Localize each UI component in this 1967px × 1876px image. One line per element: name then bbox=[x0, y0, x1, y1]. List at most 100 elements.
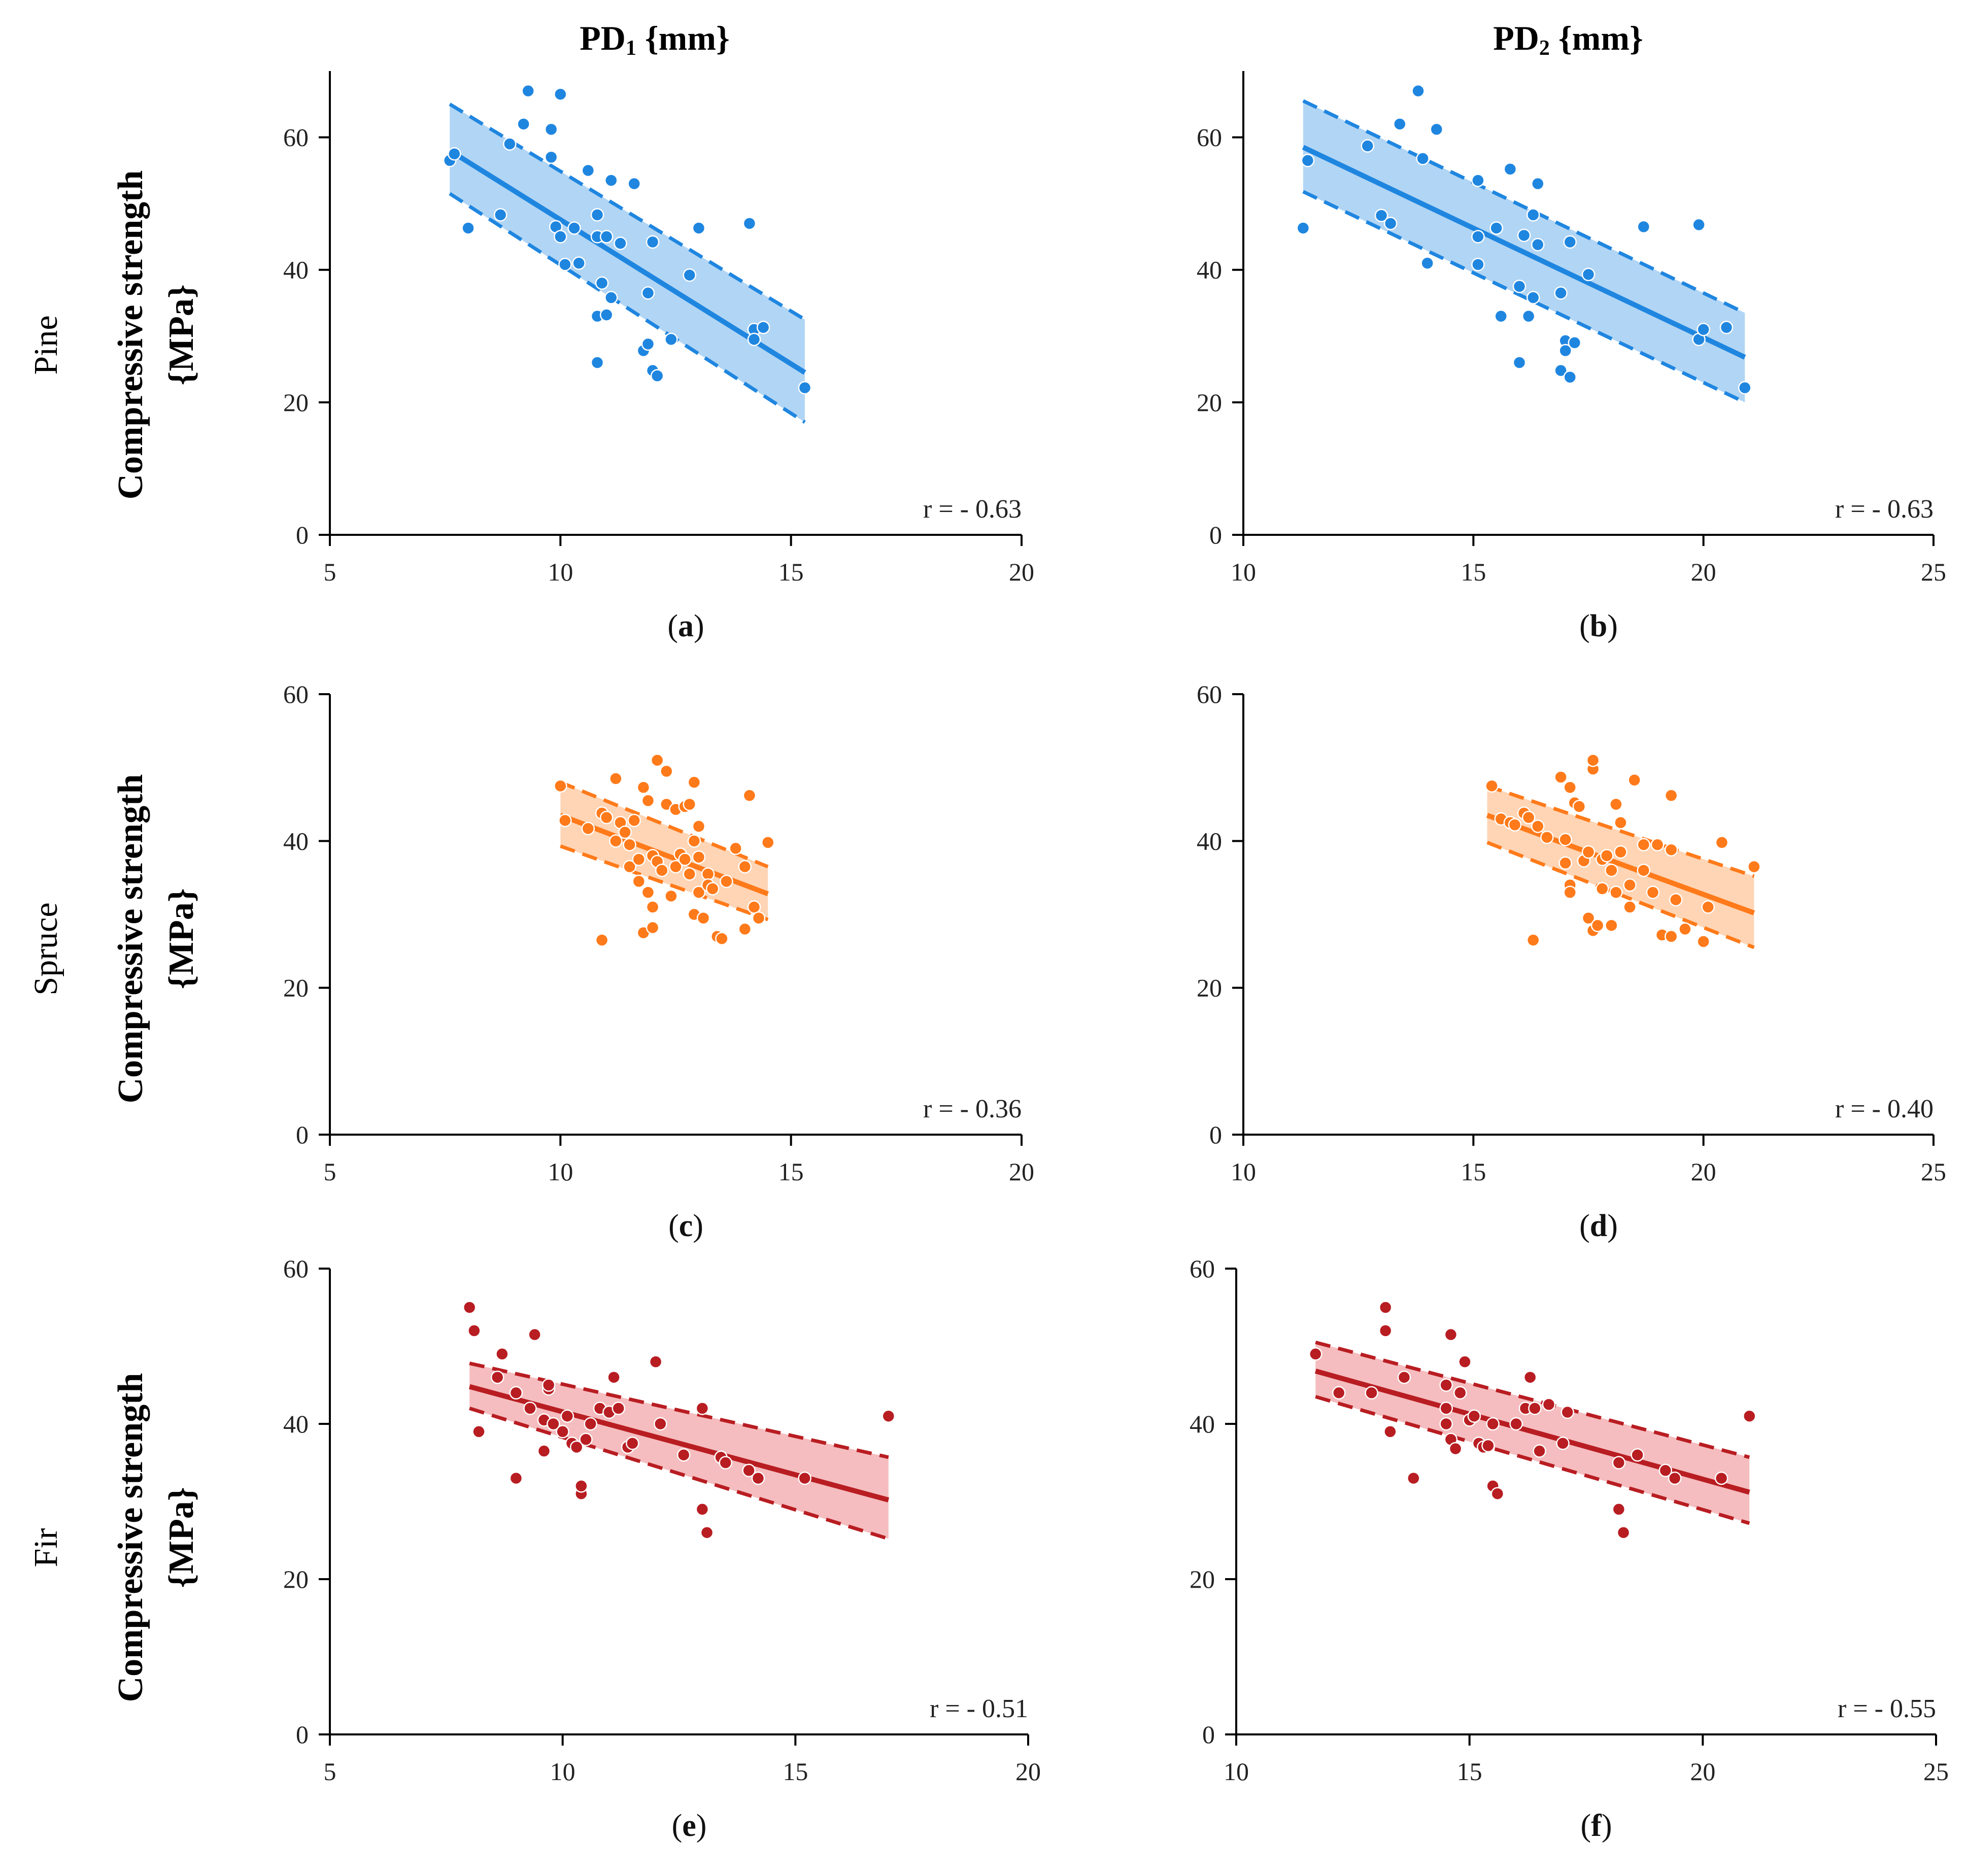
y-tick-label: 20 bbox=[1197, 974, 1222, 1002]
data-point bbox=[649, 1355, 663, 1369]
y-tick-label: 40 bbox=[1197, 827, 1222, 855]
x-tick-label: 10 bbox=[548, 558, 573, 586]
regression-line bbox=[559, 813, 769, 897]
y-tick-label: 40 bbox=[283, 1410, 309, 1438]
data-point bbox=[1309, 1347, 1322, 1361]
data-point bbox=[1517, 228, 1531, 243]
data-point bbox=[650, 369, 664, 383]
data-point bbox=[1743, 1409, 1756, 1423]
x-tick-label: 15 bbox=[1461, 558, 1486, 586]
data-point bbox=[742, 217, 757, 230]
data-point bbox=[1586, 753, 1600, 767]
data-point bbox=[641, 337, 655, 351]
x-tick-label: 25 bbox=[1921, 558, 1946, 586]
data-point bbox=[623, 838, 636, 851]
data-point bbox=[798, 381, 812, 395]
data-point bbox=[1444, 1327, 1458, 1342]
data-point bbox=[1738, 381, 1752, 395]
data-point bbox=[687, 834, 701, 848]
data-point bbox=[1568, 336, 1582, 350]
data-point bbox=[1361, 139, 1375, 153]
data-point bbox=[756, 321, 770, 334]
data-point bbox=[692, 885, 706, 899]
x-tick-label: 15 bbox=[1461, 1157, 1486, 1186]
data-point bbox=[1301, 154, 1315, 167]
regression-line bbox=[1302, 145, 1746, 360]
data-point bbox=[1631, 1448, 1644, 1462]
data-point bbox=[738, 860, 752, 874]
data-point bbox=[751, 1471, 765, 1485]
data-point bbox=[738, 922, 752, 936]
data-point bbox=[747, 332, 761, 347]
data-point bbox=[664, 889, 678, 903]
data-point bbox=[692, 221, 706, 235]
data-point bbox=[881, 1409, 896, 1423]
panel-label-letter: b bbox=[1590, 609, 1607, 643]
column-title-pd2-sub: 2 bbox=[1539, 37, 1550, 60]
data-point bbox=[641, 794, 655, 808]
x-tick-label: 20 bbox=[1009, 1157, 1034, 1186]
data-point bbox=[1609, 885, 1623, 899]
ylabel-line2: {MPa} bbox=[162, 1487, 201, 1588]
data-point bbox=[599, 308, 614, 322]
column-title-pd1-unit: {mm} bbox=[636, 19, 730, 57]
data-point bbox=[1678, 922, 1692, 936]
upper-confidence-line bbox=[1315, 1340, 1750, 1459]
data-point bbox=[1439, 1378, 1453, 1392]
panel-label-letter: a bbox=[678, 609, 694, 643]
data-point bbox=[1563, 370, 1577, 384]
y-tick-label: 60 bbox=[1190, 1254, 1215, 1283]
data-point bbox=[599, 230, 614, 244]
panel-label-open: ( bbox=[1579, 609, 1590, 643]
column-title-pd1-base: PD bbox=[580, 19, 626, 57]
data-point bbox=[1490, 1487, 1505, 1500]
y-tick-label: 0 bbox=[296, 1720, 309, 1749]
y-tick-label: 20 bbox=[283, 388, 309, 417]
ylabel-line1: Compressive strength bbox=[111, 1373, 150, 1702]
x-tick-label: 5 bbox=[324, 1757, 336, 1786]
data-point bbox=[554, 779, 567, 793]
data-point bbox=[1378, 1324, 1393, 1338]
data-point bbox=[493, 208, 507, 222]
data-point bbox=[1531, 237, 1545, 252]
data-point bbox=[692, 820, 706, 833]
data-point bbox=[547, 1417, 560, 1431]
data-point bbox=[1697, 935, 1710, 948]
data-point bbox=[695, 1402, 709, 1415]
panel-label-open: ( bbox=[1581, 1809, 1591, 1843]
y-tick-label: 40 bbox=[283, 256, 309, 284]
data-point bbox=[1627, 773, 1641, 787]
panel-label-close: ) bbox=[1602, 1809, 1612, 1843]
data-point bbox=[579, 1432, 593, 1446]
data-point bbox=[1526, 208, 1540, 222]
data-point bbox=[676, 1448, 691, 1462]
data-point bbox=[632, 874, 646, 889]
data-point bbox=[719, 1456, 732, 1470]
y-tick-label: 0 bbox=[1202, 1720, 1215, 1749]
lower-confidence-line bbox=[469, 1407, 889, 1541]
x-tick-label: 20 bbox=[1690, 1757, 1715, 1786]
data-point bbox=[1595, 882, 1609, 896]
data-point bbox=[1747, 860, 1761, 874]
data-point bbox=[584, 1417, 597, 1431]
data-point bbox=[669, 860, 683, 874]
data-point bbox=[742, 1463, 756, 1478]
data-point bbox=[1453, 1386, 1467, 1400]
data-point bbox=[1664, 930, 1678, 943]
x-tick-label: 20 bbox=[1691, 558, 1716, 586]
column-title-pd1-sub: 1 bbox=[626, 37, 636, 60]
data-point bbox=[1697, 322, 1710, 336]
data-point bbox=[1486, 1417, 1500, 1431]
column-title-pd2: PD2 {mm} bbox=[1493, 19, 1643, 60]
data-point bbox=[701, 867, 715, 881]
data-point bbox=[1467, 1409, 1481, 1423]
panel-label: (f) bbox=[1581, 1809, 1612, 1843]
column-title-pd1: PD1 {mm} bbox=[580, 19, 730, 60]
data-point bbox=[1393, 117, 1407, 131]
data-point bbox=[560, 1409, 574, 1423]
y-tick-label: 40 bbox=[283, 827, 309, 855]
y-tick-label: 0 bbox=[296, 1120, 309, 1149]
data-point bbox=[1489, 221, 1503, 235]
data-point bbox=[1383, 217, 1398, 230]
